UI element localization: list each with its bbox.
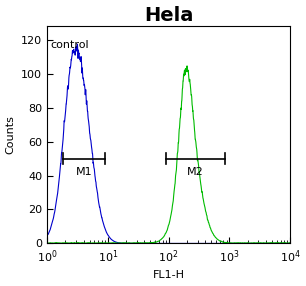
Y-axis label: Counts: Counts <box>6 115 16 154</box>
Text: control: control <box>51 40 89 50</box>
X-axis label: FL1-H: FL1-H <box>153 271 185 281</box>
Title: Hela: Hela <box>144 5 193 25</box>
Text: M2: M2 <box>187 167 204 177</box>
Text: M1: M1 <box>76 167 92 177</box>
